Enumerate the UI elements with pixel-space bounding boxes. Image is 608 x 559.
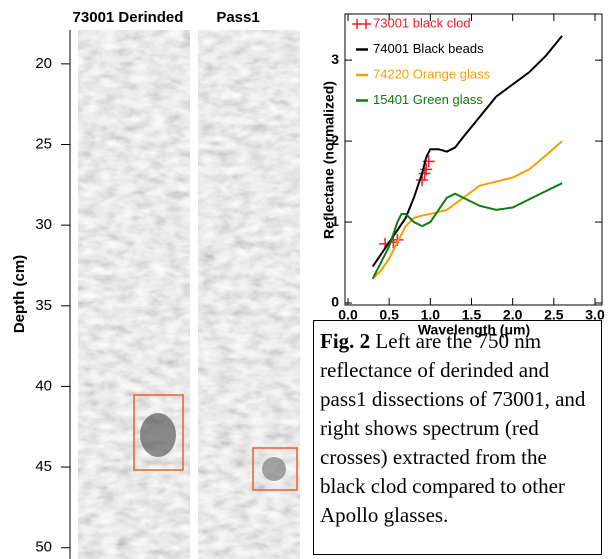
highlight-box [133, 394, 184, 471]
legend-label: 74220 Orange glass [373, 66, 491, 81]
spectrum-line [371, 35, 563, 268]
depth-tick-label: 50 [35, 539, 52, 556]
x-tick-label: 0.5 [379, 307, 399, 323]
caption-label: Fig. 2 [320, 329, 371, 353]
y-tick-label: 0 [331, 294, 339, 310]
legend-label: 73001 black clod [373, 15, 471, 30]
x-tick-label: 2.0 [503, 307, 523, 323]
caption-text: Left are the 750 nm reflectance of derin… [320, 329, 586, 527]
legend-swatch [352, 19, 371, 29]
panel-label: 73001 Derinded [73, 9, 184, 26]
legend-label: 15401 Green glass [373, 92, 483, 107]
y-tick-label: 1 [331, 213, 339, 229]
spectrum-line [371, 140, 563, 280]
y-tick-label: 2 [331, 132, 339, 148]
derinded-image [78, 30, 190, 559]
x-tick-label: 2.5 [544, 307, 564, 323]
clod-region [140, 413, 176, 457]
depth-tick-label: 45 [35, 458, 52, 475]
x-tick-label: 1.0 [421, 307, 441, 323]
depth-tick-label: 30 [35, 216, 52, 233]
panel-label: Pass1 [216, 9, 259, 26]
y-tick-label: 3 [331, 51, 339, 67]
clod-region [262, 457, 286, 481]
x-tick-label: 1.5 [462, 307, 482, 323]
plot-frame [344, 13, 603, 306]
x-axis-label: Wavelength (μm) [418, 322, 530, 338]
x-tick-label: 0.0 [338, 307, 358, 323]
depth-tick-label: 25 [35, 135, 52, 152]
pass1-image [198, 30, 300, 559]
depth-axis-label: Depth (cm) [11, 255, 28, 333]
depth-tick-label: 40 [35, 377, 52, 394]
caption: Fig. 2 Left are the 750 nm reflectance o… [313, 320, 602, 555]
legend-label: 74001 Black beads [373, 41, 484, 56]
spectrum-line [371, 182, 563, 280]
x-tick-label: 3.0 [585, 307, 605, 323]
y-axis-label: Reflectane (normalized) [321, 81, 337, 239]
depth-tick-label: 20 [35, 55, 52, 72]
depth-tick-label: 35 [35, 297, 52, 314]
highlight-box [252, 447, 298, 491]
